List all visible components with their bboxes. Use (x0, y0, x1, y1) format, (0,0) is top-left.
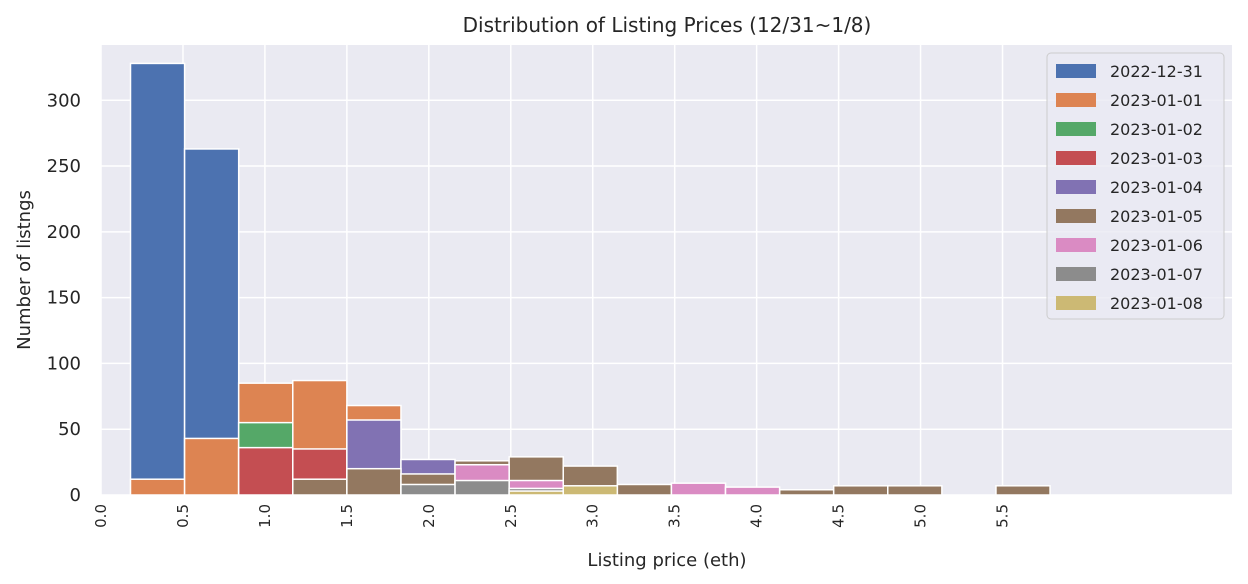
y-tick-label: 0 (70, 485, 81, 506)
bar-2023-01-05 (292, 478, 348, 496)
legend-swatch (1056, 267, 1096, 281)
x-tick-label: 4.5 (830, 504, 848, 528)
y-tick-label: 250 (47, 156, 81, 177)
x-tick-label: 1.5 (338, 504, 356, 528)
bar-2023-01-03 (237, 446, 294, 496)
legend-swatch (1056, 180, 1096, 194)
legend-swatch (1056, 296, 1096, 310)
x-tick-label: 0.0 (92, 504, 110, 528)
x-tick-label: 5.5 (994, 504, 1012, 528)
x-tick-label: 4.0 (748, 504, 766, 528)
bar-2023-01-08 (562, 485, 619, 496)
legend-swatch (1056, 93, 1096, 107)
bar-2023-01-07 (400, 483, 456, 496)
legend-label: 2023-01-08 (1110, 294, 1203, 313)
bar-2023-01-08 (508, 490, 564, 496)
legend-swatch (1056, 209, 1096, 223)
bar-2023-01-05 (832, 485, 889, 496)
legend-label: 2023-01-06 (1110, 236, 1203, 255)
legend: 2022-12-31 2023-01-01 2023-01-02 2023-01-03… (1046, 52, 1225, 320)
legend-label: 2023-01-01 (1110, 91, 1203, 110)
legend-label: 2023-01-07 (1110, 265, 1203, 284)
bar-2023-01-05 (887, 485, 943, 496)
x-tick-label: 1.0 (256, 504, 274, 528)
bar-2023-01-06 (724, 486, 781, 496)
x-tick-labels: 0.0 0.5 1.0 1.5 2.0 2.5 3.0 3.5 4.0 4.5 5.0 5.5 (92, 504, 1012, 528)
bar-2023-01-05 (616, 483, 673, 496)
chart-title: Distribution of Listing Prices (12/31~1/… (463, 13, 872, 37)
bar-2023-01-07 (454, 479, 510, 496)
bar-2023-01-05 (346, 467, 402, 496)
legend-swatch (1056, 238, 1096, 252)
y-tick-labels: 0 50 100 150 200 250 300 (47, 90, 81, 506)
bar-2023-01-01 (183, 437, 240, 496)
legend-frame (1046, 52, 1225, 320)
legend-label: 2023-01-02 (1110, 120, 1203, 139)
x-tick-label: 0.5 (174, 504, 192, 528)
legend-swatch (1056, 151, 1096, 165)
bar-2023-01-01 (129, 478, 186, 496)
x-axis-label: Listing price (eth) (587, 550, 746, 571)
y-tick-label: 200 (47, 222, 81, 243)
bar-2023-01-06 (670, 482, 727, 496)
bar-2023-01-05 (778, 488, 835, 496)
legend-label: 2023-01-04 (1110, 178, 1203, 197)
y-tick-label: 300 (47, 90, 81, 111)
legend-swatch (1056, 122, 1096, 136)
x-tick-label: 2.0 (420, 504, 438, 528)
x-tick-label: 5.0 (912, 504, 930, 528)
legend-swatch (1056, 64, 1096, 78)
y-tick-label: 100 (47, 353, 81, 374)
y-axis-label: Number of listngs (14, 190, 35, 350)
bar-2022-12-31 (129, 62, 186, 496)
legend-label: 2022-12-31 (1110, 62, 1203, 81)
y-tick-label: 150 (47, 288, 81, 309)
legend-label: 2023-01-05 (1110, 207, 1203, 226)
x-tick-label: 3.5 (666, 504, 684, 528)
bar-2023-01-05 (995, 485, 1051, 496)
legend-label: 2023-01-03 (1110, 149, 1203, 168)
x-tick-label: 3.0 (584, 504, 602, 528)
bars (129, 62, 1051, 496)
x-tick-label: 2.5 (502, 504, 520, 528)
y-tick-label: 50 (58, 419, 81, 440)
